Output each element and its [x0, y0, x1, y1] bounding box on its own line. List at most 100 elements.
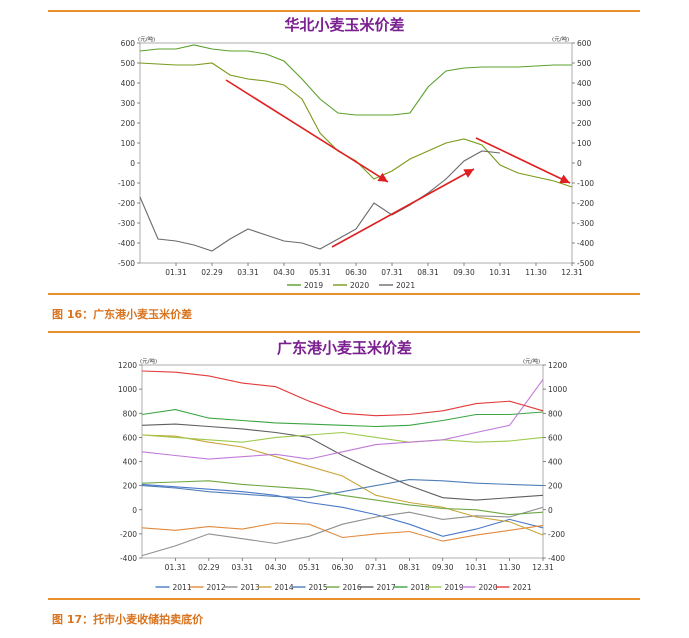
figure17-caption: 图 17：托市小麦收储拍卖底价: [52, 613, 204, 626]
y-tick-label-left: 200: [123, 482, 138, 491]
legend-label-2020: 2020: [350, 281, 369, 290]
series-line-2021: [139, 150, 501, 252]
chart1-title: 华北小麦玉米价差: [284, 16, 405, 34]
y-tick-label-left: -300: [118, 219, 135, 228]
y-tick-label-right: 0: [577, 159, 582, 168]
series-line-2020: [141, 379, 544, 460]
legend-label-2017: 2017: [377, 583, 396, 592]
top-rule: [48, 10, 640, 12]
series-line-2021: [141, 370, 544, 417]
x-tick-label: 09.30: [453, 268, 475, 277]
unit-label-right: (元/吨): [552, 35, 569, 43]
y-tick-label-left: 400: [121, 79, 136, 88]
y-tick-label-left: 1200: [118, 361, 137, 370]
x-tick-label: 10.31: [489, 268, 511, 277]
y-tick-label-right: -100: [577, 179, 594, 188]
y-tick-label-right: 800: [548, 409, 563, 418]
x-tick-label: 04.30: [273, 268, 295, 277]
y-tick-label-left: -400: [120, 554, 137, 563]
trend-arrow-down-2: [475, 137, 571, 184]
y-tick-label-right: -400: [548, 554, 565, 563]
x-tick-label: 04.30: [265, 563, 287, 572]
y-tick-label-right: -200: [548, 530, 565, 539]
y-tick-label-right: 500: [577, 59, 592, 68]
chart1-svg: 600 600 500 500 400 400 300 300 200 200 100 100 0 0 -1…: [118, 35, 594, 290]
y-tick-label-left: -400: [118, 239, 135, 248]
divider-rule-3: [48, 598, 640, 600]
x-tick-label: 03.31: [237, 268, 259, 277]
y-tick-label-left: 0: [130, 159, 135, 168]
legend-label-2016: 2016: [343, 583, 362, 592]
y-tick-label-right: 1200: [548, 361, 567, 370]
y-tick-label-left: 200: [121, 119, 136, 128]
divider-rule-1: [48, 293, 640, 295]
series-line-2012: [141, 522, 544, 542]
series-line-2017: [141, 423, 544, 501]
y-tick-label-right: -300: [577, 219, 594, 228]
legend-label-2013: 2013: [241, 583, 260, 592]
x-tick-label: 03.31: [232, 563, 254, 572]
legend-label-2015: 2015: [309, 583, 328, 592]
legend-label-2012: 2012: [207, 583, 226, 592]
y-tick-label-left: -100: [118, 179, 135, 188]
series-line-2015: [141, 479, 544, 499]
legend-label-2020: 2020: [479, 583, 498, 592]
plot-frame: [141, 364, 544, 559]
y-tick-label-left: 1000: [118, 385, 137, 394]
x-tick-label: 02.29: [201, 268, 223, 277]
series-line-2013: [141, 506, 544, 557]
legend-label-2011: 2011: [173, 583, 192, 592]
y-tick-label-right: 200: [548, 482, 563, 491]
y-tick-label-left: 800: [123, 409, 138, 418]
x-tick-label: 05.31: [309, 268, 331, 277]
series-line-2011: [141, 483, 544, 537]
x-tick-label: 06.30: [332, 563, 354, 572]
y-tick-label-right: 600: [548, 433, 563, 442]
x-tick-label: 02.29: [198, 563, 220, 572]
y-tick-label-right: -400: [577, 239, 594, 248]
x-tick-label: 10.31: [465, 563, 487, 572]
legend-label-2014: 2014: [275, 583, 294, 592]
y-tick-label-right: 400: [548, 458, 563, 467]
series-line-2019: [139, 44, 572, 116]
y-tick-label-left: 600: [121, 39, 136, 48]
x-tick-label: 08.31: [399, 563, 421, 572]
x-tick-label: 05.31: [298, 563, 320, 572]
legend-label-2021: 2021: [513, 583, 532, 592]
unit-label-left: (元/吨): [140, 357, 157, 365]
y-tick-label-right: 600: [577, 39, 592, 48]
series-line-2014: [141, 434, 544, 536]
y-tick-label-right: 100: [577, 139, 592, 148]
y-tick-label-right: 0: [548, 506, 553, 515]
y-tick-label-left: 300: [121, 99, 136, 108]
x-tick-label: 01.31: [165, 563, 187, 572]
x-tick-label: 09.30: [432, 563, 454, 572]
divider-rule-2: [48, 331, 640, 333]
y-tick-label-left: -500: [118, 259, 135, 268]
x-tick-label: 07.31: [365, 563, 387, 572]
y-tick-label-right: -200: [577, 199, 594, 208]
y-tick-label-right: 1000: [548, 385, 567, 394]
series-line-2018: [141, 409, 544, 428]
y-tick-label-left: 500: [121, 59, 136, 68]
series-line-2016: [141, 480, 544, 516]
legend-label-2021: 2021: [396, 281, 415, 290]
x-tick-label: 12.31: [532, 563, 554, 572]
x-tick-label: 08.31: [417, 268, 439, 277]
x-tick-label: 06.30: [345, 268, 367, 277]
trend-arrow-up: [331, 168, 475, 248]
unit-label-right: (元/吨): [523, 357, 540, 365]
x-tick-label: 12.31: [561, 268, 583, 277]
chart2-svg: 1200 1200 1000 1000 800 800 600 600 400 400 200 200…: [118, 357, 567, 592]
y-tick-label-right: 300: [577, 99, 592, 108]
legend-label-2019: 2019: [445, 583, 464, 592]
x-tick-label: 11.30: [525, 268, 547, 277]
x-tick-label: 01.31: [165, 268, 187, 277]
figure16-caption: 图 16：广东港小麦玉米价差: [52, 308, 193, 321]
trend-arrow-down-1: [225, 79, 389, 183]
x-tick-label: 11.30: [499, 563, 521, 572]
legend-label-2019: 2019: [304, 281, 323, 290]
y-tick-label-left: 600: [123, 433, 138, 442]
y-tick-label-left: -200: [120, 530, 137, 539]
y-tick-label-left: 100: [121, 139, 136, 148]
